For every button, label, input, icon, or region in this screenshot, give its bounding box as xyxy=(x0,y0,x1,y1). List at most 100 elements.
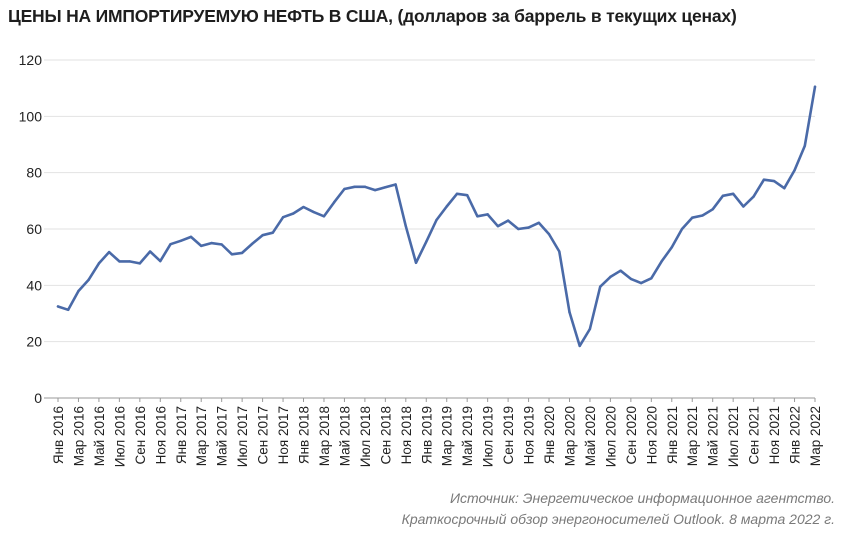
data-point xyxy=(261,233,264,237)
x-tick-label: Июл 2020 xyxy=(603,406,618,467)
data-point xyxy=(189,235,193,239)
x-tick-label: Май 2016 xyxy=(92,406,107,466)
data-point xyxy=(240,251,244,255)
data-point xyxy=(670,246,673,249)
data-point xyxy=(302,205,305,209)
x-tick-label: Ноя 2016 xyxy=(153,406,168,464)
x-tick-label: Янв 2019 xyxy=(419,406,434,464)
data-point xyxy=(588,327,592,331)
data-point xyxy=(435,218,438,222)
x-tick-label: Май 2017 xyxy=(215,406,230,466)
data-point xyxy=(476,215,479,218)
x-tick-label: Сен 2019 xyxy=(501,406,516,465)
data-point xyxy=(87,278,90,281)
x-tick-label: Мар 2021 xyxy=(685,406,700,466)
data-point xyxy=(803,144,806,148)
data-point xyxy=(619,269,622,272)
x-tick-label: Мар 2022 xyxy=(808,406,823,466)
data-point xyxy=(496,224,500,228)
data-point xyxy=(609,275,612,279)
data-point xyxy=(210,241,213,245)
data-point xyxy=(343,187,346,191)
series-layer xyxy=(56,85,817,348)
x-tick-label: Мар 2017 xyxy=(194,406,209,466)
data-point xyxy=(97,262,101,265)
x-tick-label: Янв 2021 xyxy=(665,406,680,464)
x-tick-label: Июл 2016 xyxy=(112,406,127,467)
x-tick-label: Мар 2016 xyxy=(71,406,86,466)
data-point xyxy=(742,205,745,208)
data-point xyxy=(547,232,551,236)
data-point xyxy=(292,212,295,215)
x-tick-label: Ноя 2018 xyxy=(399,406,414,464)
data-point xyxy=(578,344,581,348)
data-point xyxy=(455,192,459,195)
data-point xyxy=(281,215,285,219)
series-line-0 xyxy=(56,85,817,348)
y-tick-label: 60 xyxy=(26,221,42,237)
data-point xyxy=(527,226,530,229)
chart-title-subtitle: (долларов за баррель в текущих ценах) xyxy=(397,6,737,26)
source-note: Источник: Энергетическое информационное … xyxy=(402,488,835,530)
data-point xyxy=(353,185,356,188)
data-point xyxy=(783,186,786,190)
x-tick-label: Янв 2016 xyxy=(51,406,66,464)
data-point xyxy=(118,260,121,263)
source-line-2: Краткосрочный обзор энергоносителей Outl… xyxy=(401,511,835,527)
data-point xyxy=(598,285,602,288)
data-point xyxy=(322,215,326,218)
data-point xyxy=(200,244,203,248)
data-point xyxy=(721,194,725,197)
x-tick-label: Сен 2018 xyxy=(378,406,393,465)
x-tick-label: Май 2020 xyxy=(583,406,598,466)
x-tick-label: Май 2019 xyxy=(460,406,475,466)
x-tick-label: Июл 2017 xyxy=(235,406,250,467)
data-point xyxy=(128,260,131,263)
x-tick-label: Янв 2017 xyxy=(174,406,189,464)
data-point xyxy=(425,240,428,243)
x-tick-label: Мар 2018 xyxy=(317,406,332,466)
x-tick-label: Сен 2021 xyxy=(747,406,762,465)
data-point xyxy=(271,231,275,234)
x-tick-label: Июл 2018 xyxy=(358,406,373,467)
x-tick-label: Май 2021 xyxy=(706,406,721,466)
data-point xyxy=(731,192,735,195)
data-point xyxy=(384,186,387,189)
x-tick-label: Июл 2021 xyxy=(726,406,741,467)
x-tick-label: Мар 2020 xyxy=(562,406,577,466)
data-point xyxy=(159,259,162,263)
y-tick-label: 120 xyxy=(19,52,43,68)
data-point xyxy=(77,289,80,293)
data-point xyxy=(568,310,571,314)
data-point xyxy=(537,221,540,225)
data-point xyxy=(363,185,367,188)
data-point xyxy=(414,261,418,264)
x-tick-label: Сен 2016 xyxy=(133,406,148,465)
data-point xyxy=(312,210,315,214)
data-point xyxy=(373,188,377,192)
data-point xyxy=(506,219,510,222)
y-tick-label: 40 xyxy=(26,277,42,293)
data-point xyxy=(220,243,223,246)
data-point xyxy=(179,239,182,243)
data-point xyxy=(793,169,796,172)
x-tick-label: Мар 2019 xyxy=(440,406,455,466)
x-tick-label: Ноя 2021 xyxy=(767,406,782,464)
x-tick-label: Ноя 2017 xyxy=(276,406,291,464)
y-tick-label: 0 xyxy=(34,390,42,406)
x-tick-label: Янв 2018 xyxy=(297,406,312,464)
x-tick-label: Сен 2020 xyxy=(624,406,639,465)
data-point xyxy=(660,260,663,263)
data-point xyxy=(711,208,714,211)
data-point xyxy=(517,227,520,231)
data-point xyxy=(680,227,684,231)
x-tick-label: Янв 2022 xyxy=(788,406,803,464)
chart-title-main: ЦЕНЫ НА ИМПОРТИРУЕМУЮ НЕФТЬ В США, xyxy=(8,6,393,26)
data-point xyxy=(445,205,448,208)
data-point xyxy=(762,178,766,181)
x-tick-label: Сен 2017 xyxy=(256,406,271,465)
y-tick-label: 80 xyxy=(26,165,42,181)
x-tick-label: Май 2018 xyxy=(337,406,352,466)
data-point xyxy=(772,179,776,183)
